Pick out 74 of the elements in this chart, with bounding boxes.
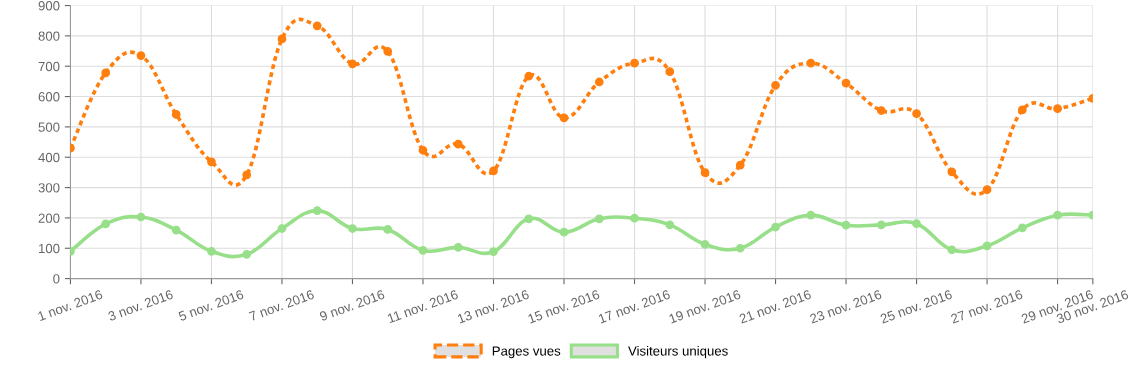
point — [171, 110, 181, 119]
point — [665, 220, 675, 230]
point — [806, 210, 816, 220]
point — [1017, 105, 1027, 115]
point — [876, 220, 886, 230]
point — [453, 139, 463, 149]
point — [559, 227, 569, 237]
point — [912, 219, 921, 229]
y-tick-label: 0 — [53, 274, 60, 284]
point — [418, 246, 428, 255]
point — [665, 67, 675, 77]
point — [171, 225, 181, 235]
legend-label: Pages vues — [492, 346, 561, 359]
point — [348, 59, 357, 69]
point — [700, 168, 710, 178]
point — [912, 109, 921, 118]
point — [982, 185, 992, 195]
point — [136, 51, 146, 60]
point — [771, 222, 780, 232]
point — [489, 247, 498, 256]
point — [312, 206, 322, 216]
point — [136, 212, 146, 222]
point — [1017, 223, 1027, 233]
point — [348, 224, 357, 233]
point — [630, 58, 639, 68]
y-tick-label: 700 — [38, 61, 60, 72]
point — [594, 77, 604, 87]
point — [594, 214, 604, 224]
y-tick-label: 200 — [38, 213, 60, 223]
point — [1053, 104, 1062, 114]
point — [806, 58, 816, 68]
point — [383, 225, 393, 234]
point — [735, 243, 745, 253]
y-tick-label: 800 — [38, 31, 60, 41]
y-tick-label: 300 — [38, 183, 60, 193]
point — [312, 21, 322, 31]
point — [1053, 210, 1062, 220]
point — [453, 242, 463, 252]
point — [242, 249, 252, 259]
point — [101, 68, 111, 78]
point — [771, 80, 780, 90]
y-tick-label: 500 — [38, 122, 60, 132]
point — [735, 160, 745, 170]
x-tick-label: 1 nov. 2016 — [37, 289, 104, 322]
point — [559, 113, 569, 123]
point — [489, 166, 498, 176]
point — [207, 246, 216, 256]
x-tick-label: 7 nov. 2016 — [248, 289, 315, 322]
point — [841, 220, 851, 230]
point — [876, 106, 886, 115]
point — [242, 170, 252, 180]
y-tick-label: 900 — [38, 1, 60, 11]
point — [277, 34, 287, 44]
legend-label: Visiteurs uniques — [628, 345, 728, 359]
point — [524, 71, 534, 81]
y-tick-label: 600 — [38, 92, 60, 102]
point — [101, 219, 111, 229]
x-tick-label: 11 nov. 2016 — [387, 289, 459, 324]
point — [418, 145, 428, 155]
point — [630, 213, 639, 223]
y-tick-label: 400 — [38, 152, 60, 163]
point — [947, 245, 957, 255]
point — [841, 78, 851, 88]
point — [207, 157, 216, 167]
x-tick-label: 9 nov. 2016 — [319, 289, 386, 322]
point — [700, 239, 710, 249]
x-tick-label: 3 nov. 2016 — [107, 289, 174, 322]
point — [947, 167, 957, 177]
y-tick-label: 100 — [39, 243, 60, 254]
x-tick-label: 5 nov. 2016 — [178, 289, 245, 322]
point — [277, 224, 287, 233]
point — [982, 241, 992, 251]
point — [383, 46, 393, 56]
point — [524, 214, 534, 224]
